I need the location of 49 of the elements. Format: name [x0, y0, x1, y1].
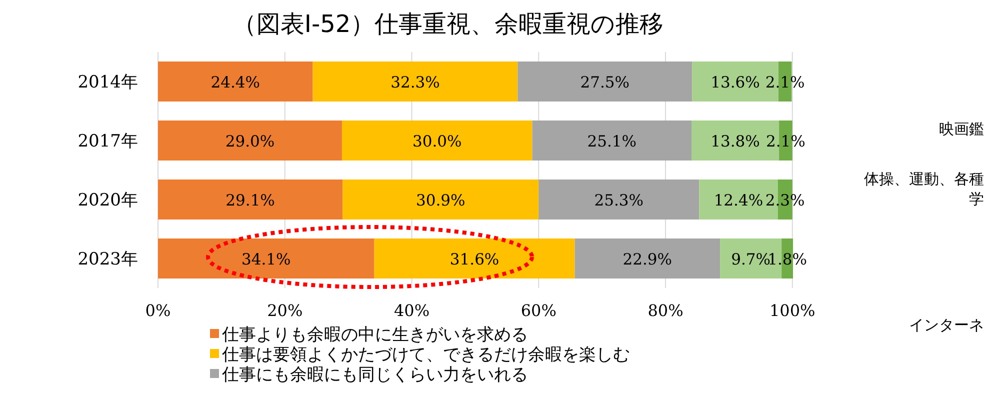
bar — [158, 238, 374, 278]
bar — [532, 120, 692, 160]
x-tick-label: 80% — [648, 301, 684, 320]
x-tick-label: 20% — [267, 301, 303, 320]
bar — [158, 62, 313, 102]
y-tick-label: 2014年 — [78, 72, 138, 92]
text: インターネ — [909, 316, 984, 334]
bar — [342, 180, 539, 220]
data-label: 12.4% — [714, 192, 764, 210]
text: 学 — [969, 190, 984, 208]
legend-label: 仕事は要領よくかたづけて、できるだけ余暇を楽しむ — [221, 345, 630, 365]
chart-title: （図表Ⅰ-52）仕事重視、余暇重視の推移 — [232, 10, 664, 38]
data-label: 22.9% — [622, 250, 672, 268]
data-label: 30.0% — [412, 132, 462, 150]
data-label: 34.1% — [242, 250, 291, 268]
data-label: 32.3% — [390, 74, 440, 92]
bar — [374, 238, 575, 278]
x-tick-label: 40% — [394, 301, 430, 320]
data-label: 9.7% — [731, 250, 771, 268]
data-label: 25.1% — [587, 132, 637, 150]
text: 映画鑑 — [939, 120, 984, 138]
data-label: 2.3% — [765, 192, 805, 210]
bar — [158, 120, 342, 160]
x-tick-label: 100% — [769, 301, 816, 320]
bar — [574, 238, 720, 278]
data-label: 27.5% — [580, 74, 630, 92]
y-tick-label: 2017年 — [78, 132, 138, 152]
data-label: 25.3% — [594, 192, 644, 210]
data-label: 2.1% — [765, 74, 805, 92]
data-label: 13.6% — [710, 74, 760, 92]
data-label: 29.0% — [225, 132, 275, 150]
data-label: 31.6% — [450, 250, 500, 268]
data-label: 30.9% — [416, 192, 466, 210]
legend-label: 仕事にも余暇にも同じくらい力をいれる — [221, 365, 528, 385]
y-tick-label: 2023年 — [78, 250, 138, 270]
data-label: 24.4% — [210, 74, 260, 92]
text: 体操、運動、各種 — [864, 170, 984, 188]
y-tick-label: 2020年 — [78, 190, 138, 210]
data-label: 13.8% — [710, 132, 760, 150]
bar — [342, 120, 532, 160]
data-label: 2.1% — [766, 132, 806, 150]
bar — [312, 62, 518, 102]
legend-label: 仕事よりも余暇の中に生きがいを求める — [221, 325, 528, 345]
bar — [538, 180, 700, 220]
bar — [158, 180, 343, 220]
x-tick-label: 60% — [520, 301, 556, 320]
x-tick-label: 0% — [145, 301, 171, 320]
bar — [518, 62, 692, 102]
data-label: 29.1% — [226, 192, 275, 210]
